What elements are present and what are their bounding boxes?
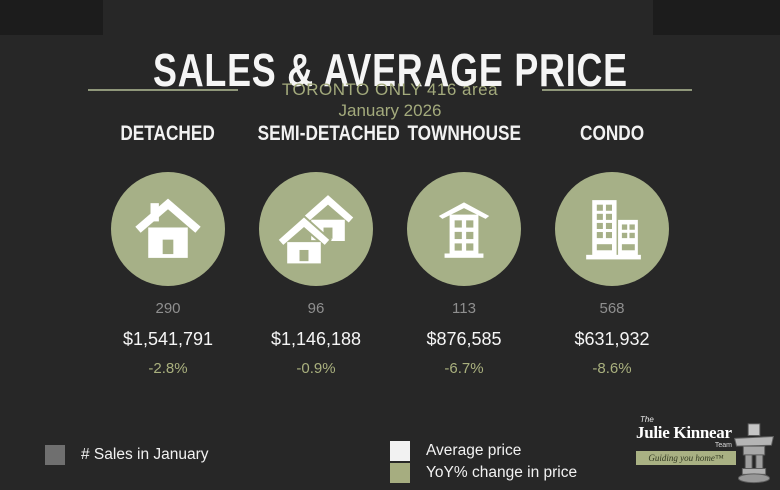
legend-yoy-change: YoY% change in price — [390, 463, 577, 483]
logo-the-text: The — [640, 415, 654, 424]
average-price: $876,585 — [426, 329, 502, 349]
semi-detached-house-icon — [276, 189, 356, 269]
legend-average-price: Average price — [390, 441, 577, 461]
column-condo: CONDO — [538, 122, 686, 377]
townhouse-icon — [428, 193, 500, 265]
townhouse-circle — [407, 172, 521, 286]
condo-building-icon — [574, 191, 650, 267]
sales-count: 290 — [155, 300, 181, 317]
yoy-change: -6.7% — [444, 360, 484, 377]
legend-right-group: Average price YoY% change in price — [390, 441, 577, 483]
top-left-corner-rect — [0, 0, 103, 35]
yoy-change-swatch — [390, 463, 410, 483]
semi-detached-circle — [259, 172, 373, 286]
inukshuk-statue-icon — [733, 418, 775, 490]
column-detached: DETACHED 290 $1,541,791 -2.8% — [94, 122, 242, 377]
subtitle-right-rule — [542, 89, 693, 91]
sales-swatch — [45, 445, 65, 465]
detached-house-icon — [130, 191, 206, 267]
logo-team-text: Team — [714, 442, 732, 449]
column-label: CONDO — [579, 122, 645, 145]
average-price: $1,146,188 — [270, 329, 362, 349]
logo-tagline-banner: Guiding you home™ — [636, 451, 736, 465]
column-label: DETACHED — [120, 122, 216, 145]
detached-circle — [111, 172, 225, 286]
column-semi-detached: SEMI-DETACHED — [242, 122, 400, 377]
average-price: $631,932 — [574, 329, 650, 349]
logo-name-text: Julie Kinnear — [636, 423, 732, 442]
julie-kinnear-logo: The Julie Kinnear Team Guiding you home™ — [636, 415, 775, 490]
sales-count: 113 — [452, 300, 476, 317]
yoy-change: -8.6% — [592, 360, 632, 377]
subtitle-left-rule — [87, 89, 238, 91]
yoy-change: -2.8% — [148, 360, 188, 377]
column-townhouse: TOWNHOUSE — [390, 122, 538, 377]
average-price: $1,541,791 — [122, 329, 214, 349]
subtitle: TORONTO ONLY 416 area — [281, 80, 499, 99]
top-right-corner-rect — [653, 0, 780, 35]
column-label: SEMI-DETACHED — [257, 122, 400, 145]
legend-average-price-label: Average price — [426, 442, 522, 459]
period-label: January 2026 — [338, 101, 442, 120]
average-price-swatch — [390, 441, 410, 461]
sales-count: 568 — [599, 300, 625, 317]
column-label: TOWNHOUSE — [407, 122, 521, 145]
legend-sales: # Sales in January — [45, 445, 209, 465]
page-title: SALES & AVERAGE PRICE — [152, 43, 628, 96]
sales-count: 96 — [307, 300, 325, 317]
subtitle-row: TORONTO ONLY 416 area — [0, 80, 780, 100]
category-grid: DETACHED 290 $1,541,791 -2.8% — [0, 122, 780, 377]
yoy-change: -0.9% — [296, 360, 336, 377]
condo-circle — [555, 172, 669, 286]
legend-sales-label: # Sales in January — [81, 446, 209, 463]
legend-yoy-change-label: YoY% change in price — [426, 464, 578, 481]
